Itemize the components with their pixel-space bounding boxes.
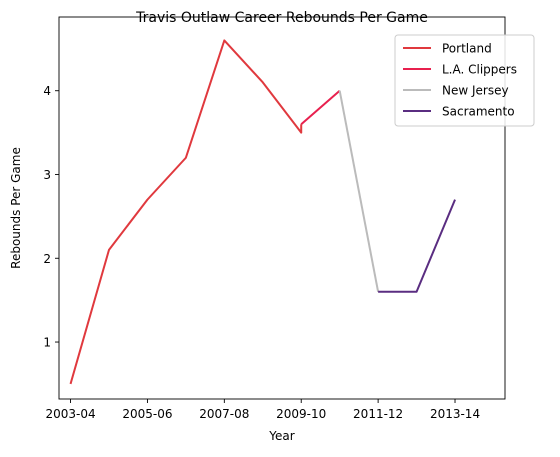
legend: Portland L.A. Clippers New Jersey Sacrament…	[394, 34, 535, 127]
x-tick-label: 2003-04	[45, 407, 95, 421]
y-tick-label: 4	[43, 84, 51, 98]
x-tick-label: 2011-12	[353, 407, 403, 421]
y-tick-label: 2	[43, 252, 51, 266]
x-tick-label: 2005-06	[122, 407, 172, 421]
y-axis-label: Rebounds Per Game	[9, 147, 23, 269]
chart-title: Travis Outlaw Career Rebounds Per Game	[135, 10, 428, 26]
legend-frame	[394, 34, 535, 127]
x-tick-label: 2013-14	[430, 407, 480, 421]
series-line-3	[378, 199, 456, 293]
y-tick-label: 3	[43, 168, 51, 182]
x-tick-label: 2009-10	[276, 407, 326, 421]
series-line-1	[300, 89, 341, 125]
y-axis-ticks: 1 2 3 4	[43, 84, 59, 350]
legend-label-0: Portland	[442, 42, 492, 56]
plot-frame	[58, 16, 506, 400]
legend-label-2: New Jersey	[442, 84, 509, 98]
series-layer	[69, 39, 456, 385]
x-axis-label: Year	[268, 429, 294, 443]
y-tick-label: 1	[43, 336, 51, 350]
legend-items: Portland L.A. Clippers New Jersey Sacrament…	[403, 42, 517, 119]
legend-label-3: Sacramento	[442, 105, 515, 119]
x-axis-ticks: 2003-04 2005-06 2007-08 2009-10 2011-12 2013-…	[45, 399, 480, 421]
legend-label-1: L.A. Clippers	[442, 63, 517, 77]
x-tick-label: 2007-08	[199, 407, 249, 421]
series-line-2	[338, 90, 380, 292]
series-line-0	[69, 39, 303, 385]
